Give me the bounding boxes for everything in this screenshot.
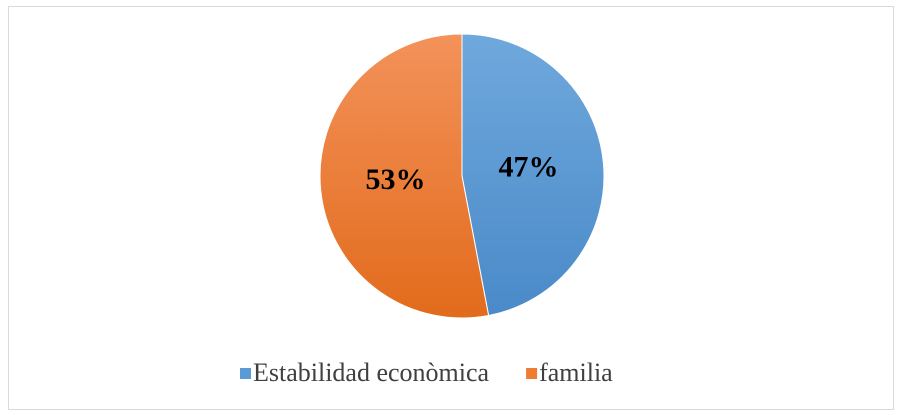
legend-swatch [526,368,538,379]
data-label: 53% [366,163,426,196]
legend-swatch [240,368,251,379]
legend-label: Estabilidad econòmica [253,358,490,387]
data-label: 47% [498,151,558,184]
pie-slice [319,33,490,319]
legend-label: familia [539,358,613,387]
pie-slice [461,33,605,317]
